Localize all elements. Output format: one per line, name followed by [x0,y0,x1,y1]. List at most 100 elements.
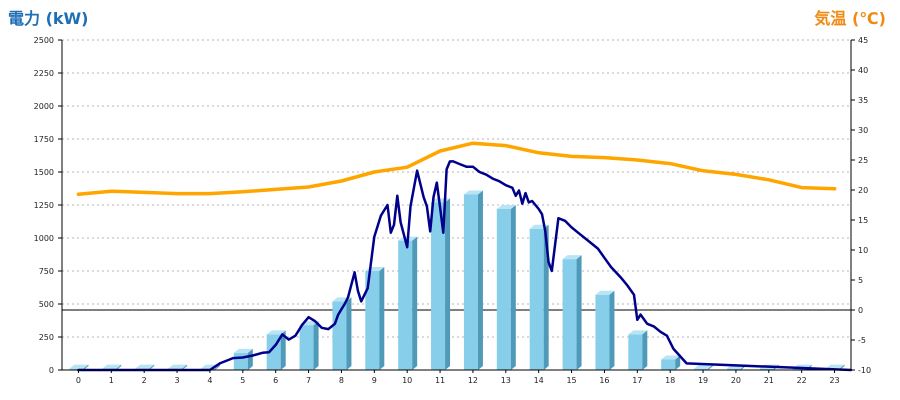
bar-side [642,330,648,370]
x-tick-label: 9 [372,376,377,385]
bar [562,255,582,370]
bar-top [102,364,122,369]
x-tick-label: 3 [175,376,180,385]
bar-top [266,330,286,335]
right-axis-title: 気温 (℃) [814,9,886,28]
bar-front [562,259,577,370]
left-axis-title: 電力 (kW) [8,9,89,28]
bar-series [69,190,845,370]
x-tick-label: 5 [240,376,245,385]
x-tick-label: 20 [731,376,741,385]
right-tick-label: 40 [858,66,868,75]
right-tick-label: -5 [858,336,866,345]
bar [661,355,681,370]
line-series [76,141,853,372]
x-tick-label: 10 [402,376,412,385]
x-tick-label: 1 [109,376,114,385]
bar-front [759,368,774,370]
bar-front [69,368,84,370]
x-tick-label: 11 [435,376,445,385]
left-tick-label: 500 [39,300,54,309]
bar-side [609,290,615,370]
bar-front [628,334,643,370]
x-tick-label: 17 [632,376,642,385]
temperature-line [76,141,837,196]
bar [595,290,615,370]
x-tick-label: 8 [339,376,344,385]
bar-side [182,364,188,370]
bar-front [463,194,478,370]
bar-side [445,198,451,370]
bar-front [365,271,380,370]
left-tick-label: 750 [39,267,54,276]
bar [431,198,451,370]
bar-front [694,368,709,370]
bar [365,267,385,370]
right-tick-label: 10 [858,246,868,255]
x-tick-label: 12 [468,376,478,385]
bar [233,348,253,370]
bar-side [675,355,681,370]
bar-top [595,290,615,295]
right-tick-label: 15 [858,216,868,225]
x-tick-label: 15 [566,376,576,385]
bar-side [83,364,89,370]
right-tick-label: 0 [858,306,863,315]
bar-top [168,364,188,369]
bar [628,330,648,370]
grid [62,39,851,338]
bar-side [149,364,155,370]
bar-front [233,352,248,370]
right-tick-label: 45 [858,36,868,45]
right-tick-label: 20 [858,186,868,195]
bar [463,190,483,370]
bar-top [694,364,714,369]
left-tick-label: 1250 [34,201,54,210]
bar-front [661,359,676,370]
bar-side [346,297,352,370]
bar [299,321,319,370]
right-tick-label: 5 [858,276,863,285]
right-tick-label: 35 [858,96,868,105]
bar-side [379,267,385,370]
bar-side [708,364,714,370]
left-tick-label: 250 [39,333,54,342]
x-tick-label: 18 [665,376,675,385]
bar-front [792,368,807,370]
x-tick-label: 2 [142,376,147,385]
right-tick-label: 30 [858,126,868,135]
left-tick-label: 1750 [34,135,54,144]
left-tick-label: 2250 [34,69,54,78]
bar-top [628,330,648,335]
power-line [77,160,853,372]
left-tick-label: 0 [49,366,54,375]
bar-top [562,255,582,260]
x-tick-label: 4 [207,376,212,385]
bar-top [825,364,845,369]
bar [69,364,89,370]
x-tick-label: 0 [76,376,81,385]
x-tick-label: 6 [273,376,278,385]
bar-top [69,364,89,369]
bar-top [135,364,155,369]
x-tick-label: 22 [797,376,807,385]
left-tick-label: 2500 [34,36,54,45]
bar-top [463,190,483,195]
right-tick-label: -10 [858,366,871,375]
bar-side [313,321,319,370]
bar-side [412,236,418,370]
x-tick-label: 14 [534,376,544,385]
x-tick-label: 13 [501,376,511,385]
bar-front [299,325,314,370]
bar-side [280,330,286,370]
bar-front [431,202,446,370]
bar-side [576,255,582,370]
x-tick-label: 21 [764,376,774,385]
left-tick-label: 1000 [34,234,54,243]
bar-side [247,348,253,370]
right-tick-label: 25 [858,156,868,165]
bar-front [529,228,544,370]
bar-side [214,364,220,370]
bar [694,364,714,370]
